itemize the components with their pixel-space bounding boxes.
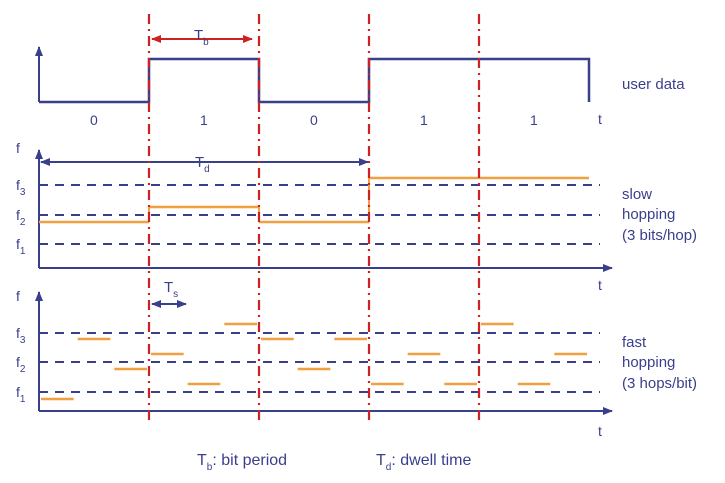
legend: Tb: bit period Td: dwell time <box>197 452 471 473</box>
fast-f1-label: f1 <box>16 384 26 405</box>
fast-hopping-label-2: hopping <box>622 354 675 371</box>
bit-label: 0 <box>90 112 98 128</box>
fast-f2-label: f2 <box>16 354 26 375</box>
legend-td: Td: dwell time <box>376 452 471 473</box>
bit-label: 1 <box>200 112 208 128</box>
fast-f3-label: f3 <box>16 325 26 346</box>
slow-hopping-label: slow <box>622 186 652 203</box>
legend-tb: Tb: bit period <box>197 452 287 473</box>
user-data-label: user data <box>622 76 685 93</box>
slow-hopping-panel: f t f3 f2 f1 Td slow hopping (3 bits/hop… <box>16 140 697 293</box>
fast-frequency-lines <box>39 332 600 393</box>
user-data-t-label: t <box>598 111 602 127</box>
fast-t-label: t <box>598 423 602 439</box>
slow-hopping-label-2: hopping <box>622 206 675 223</box>
slow-f1-label: f1 <box>16 236 26 257</box>
bit-label: 0 <box>310 112 318 128</box>
tb-arrow-label: Tb <box>194 27 209 48</box>
bit-label: 1 <box>420 112 428 128</box>
user-data-waveform <box>39 57 591 104</box>
bit-label: 1 <box>530 112 538 128</box>
bit-labels: 0 1 0 1 1 <box>90 112 538 128</box>
fast-hop-segments <box>41 322 587 401</box>
slow-hopping-label-3: (3 bits/hop) <box>622 227 697 244</box>
user-data-panel: 0 1 0 1 1 t user data Tb <box>35 27 685 128</box>
slow-f-label: f <box>16 140 20 156</box>
fast-f-label: f <box>16 288 20 304</box>
slow-f2-label: f2 <box>16 207 26 228</box>
fast-hopping-panel: f t f3 f2 f1 Ts fast hopping (3 hops/bit… <box>16 279 697 439</box>
fast-hopping-label-3: (3 hops/bit) <box>622 375 697 392</box>
bit-boundaries <box>147 14 481 425</box>
slow-frequency-lines <box>39 184 600 245</box>
user-data-signal <box>39 57 591 104</box>
slow-t-label: t <box>598 277 602 293</box>
fast-hopping-label: fast <box>622 334 647 351</box>
ts-arrow-label: Ts <box>164 279 178 300</box>
td-arrow-label: Td <box>195 154 210 175</box>
slow-f3-label: f3 <box>16 177 26 198</box>
